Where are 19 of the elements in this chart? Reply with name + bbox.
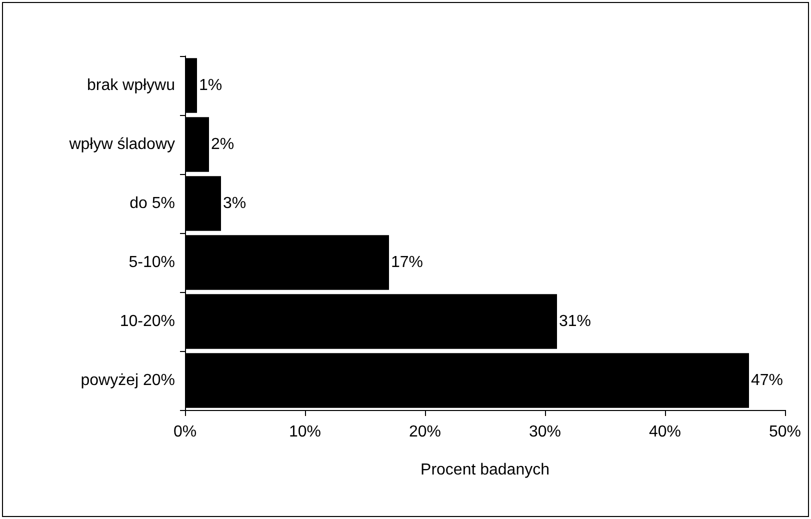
y-tick-label: 5-10% — [128, 254, 175, 271]
x-tick-label: 0% — [173, 424, 197, 440]
y-tick-label: 10-20% — [120, 313, 175, 330]
data-label: 31% — [559, 313, 592, 330]
data-label: 2% — [211, 136, 234, 153]
x-tick-label: 30% — [528, 424, 562, 440]
data-label: 3% — [223, 195, 246, 212]
y-tick-label: powyżej 20% — [80, 372, 175, 389]
x-axis-title: Procent badanych — [420, 462, 550, 478]
data-label: 1% — [199, 77, 222, 94]
x-tick-label: 20% — [408, 424, 442, 440]
y-tick-label: do 5% — [130, 195, 175, 212]
x-tick-label: 40% — [648, 424, 682, 440]
x-tick-label: 10% — [288, 424, 322, 440]
data-label: 47% — [751, 372, 784, 389]
y-tick-label: wpływ śladowy — [68, 136, 175, 153]
x-tick-label: 50% — [768, 424, 802, 440]
data-label: 17% — [391, 254, 424, 271]
y-tick-label: brak wpływu — [86, 77, 175, 94]
